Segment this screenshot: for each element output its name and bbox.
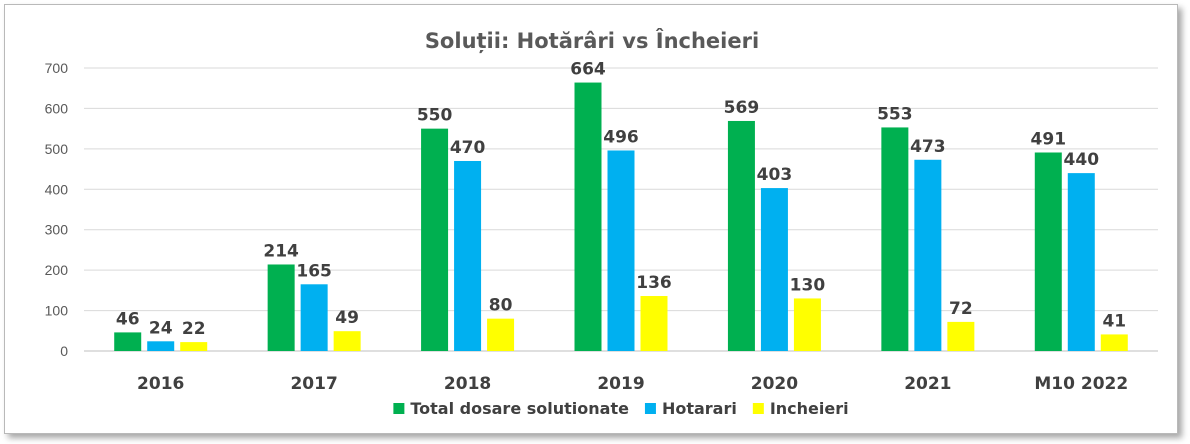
- data-label: 470: [450, 138, 486, 158]
- data-label: 165: [296, 261, 332, 281]
- y-tick-label: 500: [45, 141, 69, 157]
- y-tick-label: 200: [45, 262, 69, 278]
- y-tick-label: 300: [45, 222, 69, 238]
- bar: [793, 298, 821, 351]
- bar: [454, 160, 482, 351]
- bar: [607, 150, 635, 351]
- data-label: 22: [182, 319, 206, 339]
- bar: [487, 318, 515, 351]
- data-label: 214: [263, 241, 299, 261]
- bar: [1034, 152, 1062, 351]
- data-label: 473: [910, 137, 946, 157]
- legend-swatch: [752, 403, 764, 414]
- bar: [574, 82, 602, 351]
- data-label: 403: [757, 165, 793, 185]
- bar: [727, 120, 755, 351]
- data-label: 130: [790, 275, 826, 295]
- x-tick-label: 2021: [904, 374, 951, 394]
- data-label: 46: [116, 309, 140, 329]
- data-label: 24: [149, 318, 173, 338]
- bar: [180, 342, 208, 351]
- bar: [947, 321, 975, 351]
- data-label: 553: [877, 104, 913, 124]
- data-label: 72: [949, 299, 973, 319]
- legend-label: Total dosare solutionate: [410, 399, 629, 418]
- bar: [421, 128, 449, 351]
- y-tick-label: 100: [45, 303, 69, 319]
- legend-swatch: [644, 403, 656, 414]
- bar: [640, 296, 668, 351]
- data-label: 41: [1102, 311, 1126, 331]
- x-tick-label: 2017: [290, 374, 337, 394]
- y-tick-label: 700: [45, 60, 69, 76]
- data-label: 49: [335, 308, 359, 328]
- data-label: 550: [417, 106, 453, 126]
- x-tick-label: 2019: [597, 374, 644, 394]
- data-label: 80: [489, 296, 513, 316]
- bar: [114, 332, 142, 351]
- y-tick-label: 600: [45, 100, 69, 116]
- x-tick-label: 2020: [751, 374, 798, 394]
- bar: [1067, 173, 1095, 351]
- bar: [881, 127, 909, 352]
- y-tick-label: 400: [45, 181, 69, 197]
- bar: [147, 341, 175, 351]
- bar: [267, 264, 295, 351]
- bar: [333, 331, 361, 351]
- data-label: 496: [603, 127, 639, 147]
- x-tick-label: 2018: [444, 374, 491, 394]
- data-label: 569: [724, 98, 760, 118]
- data-label: 491: [1031, 129, 1067, 149]
- chart-title: Soluții: Hotărâri vs Încheieri: [425, 28, 759, 54]
- bar: [300, 284, 328, 351]
- legend-label: Hotarari: [662, 399, 737, 418]
- legend-label: Incheieri: [770, 399, 849, 418]
- data-label: 136: [636, 273, 672, 293]
- data-label: 664: [570, 60, 606, 80]
- data-label: 440: [1064, 150, 1100, 170]
- legend-swatch: [393, 403, 405, 414]
- x-tick-label: M10 2022: [1034, 374, 1128, 394]
- x-tick-label: 2016: [137, 374, 184, 394]
- bar: [1100, 334, 1128, 351]
- y-tick-label: 0: [60, 343, 68, 359]
- bar: [914, 159, 942, 351]
- bar: [760, 188, 788, 351]
